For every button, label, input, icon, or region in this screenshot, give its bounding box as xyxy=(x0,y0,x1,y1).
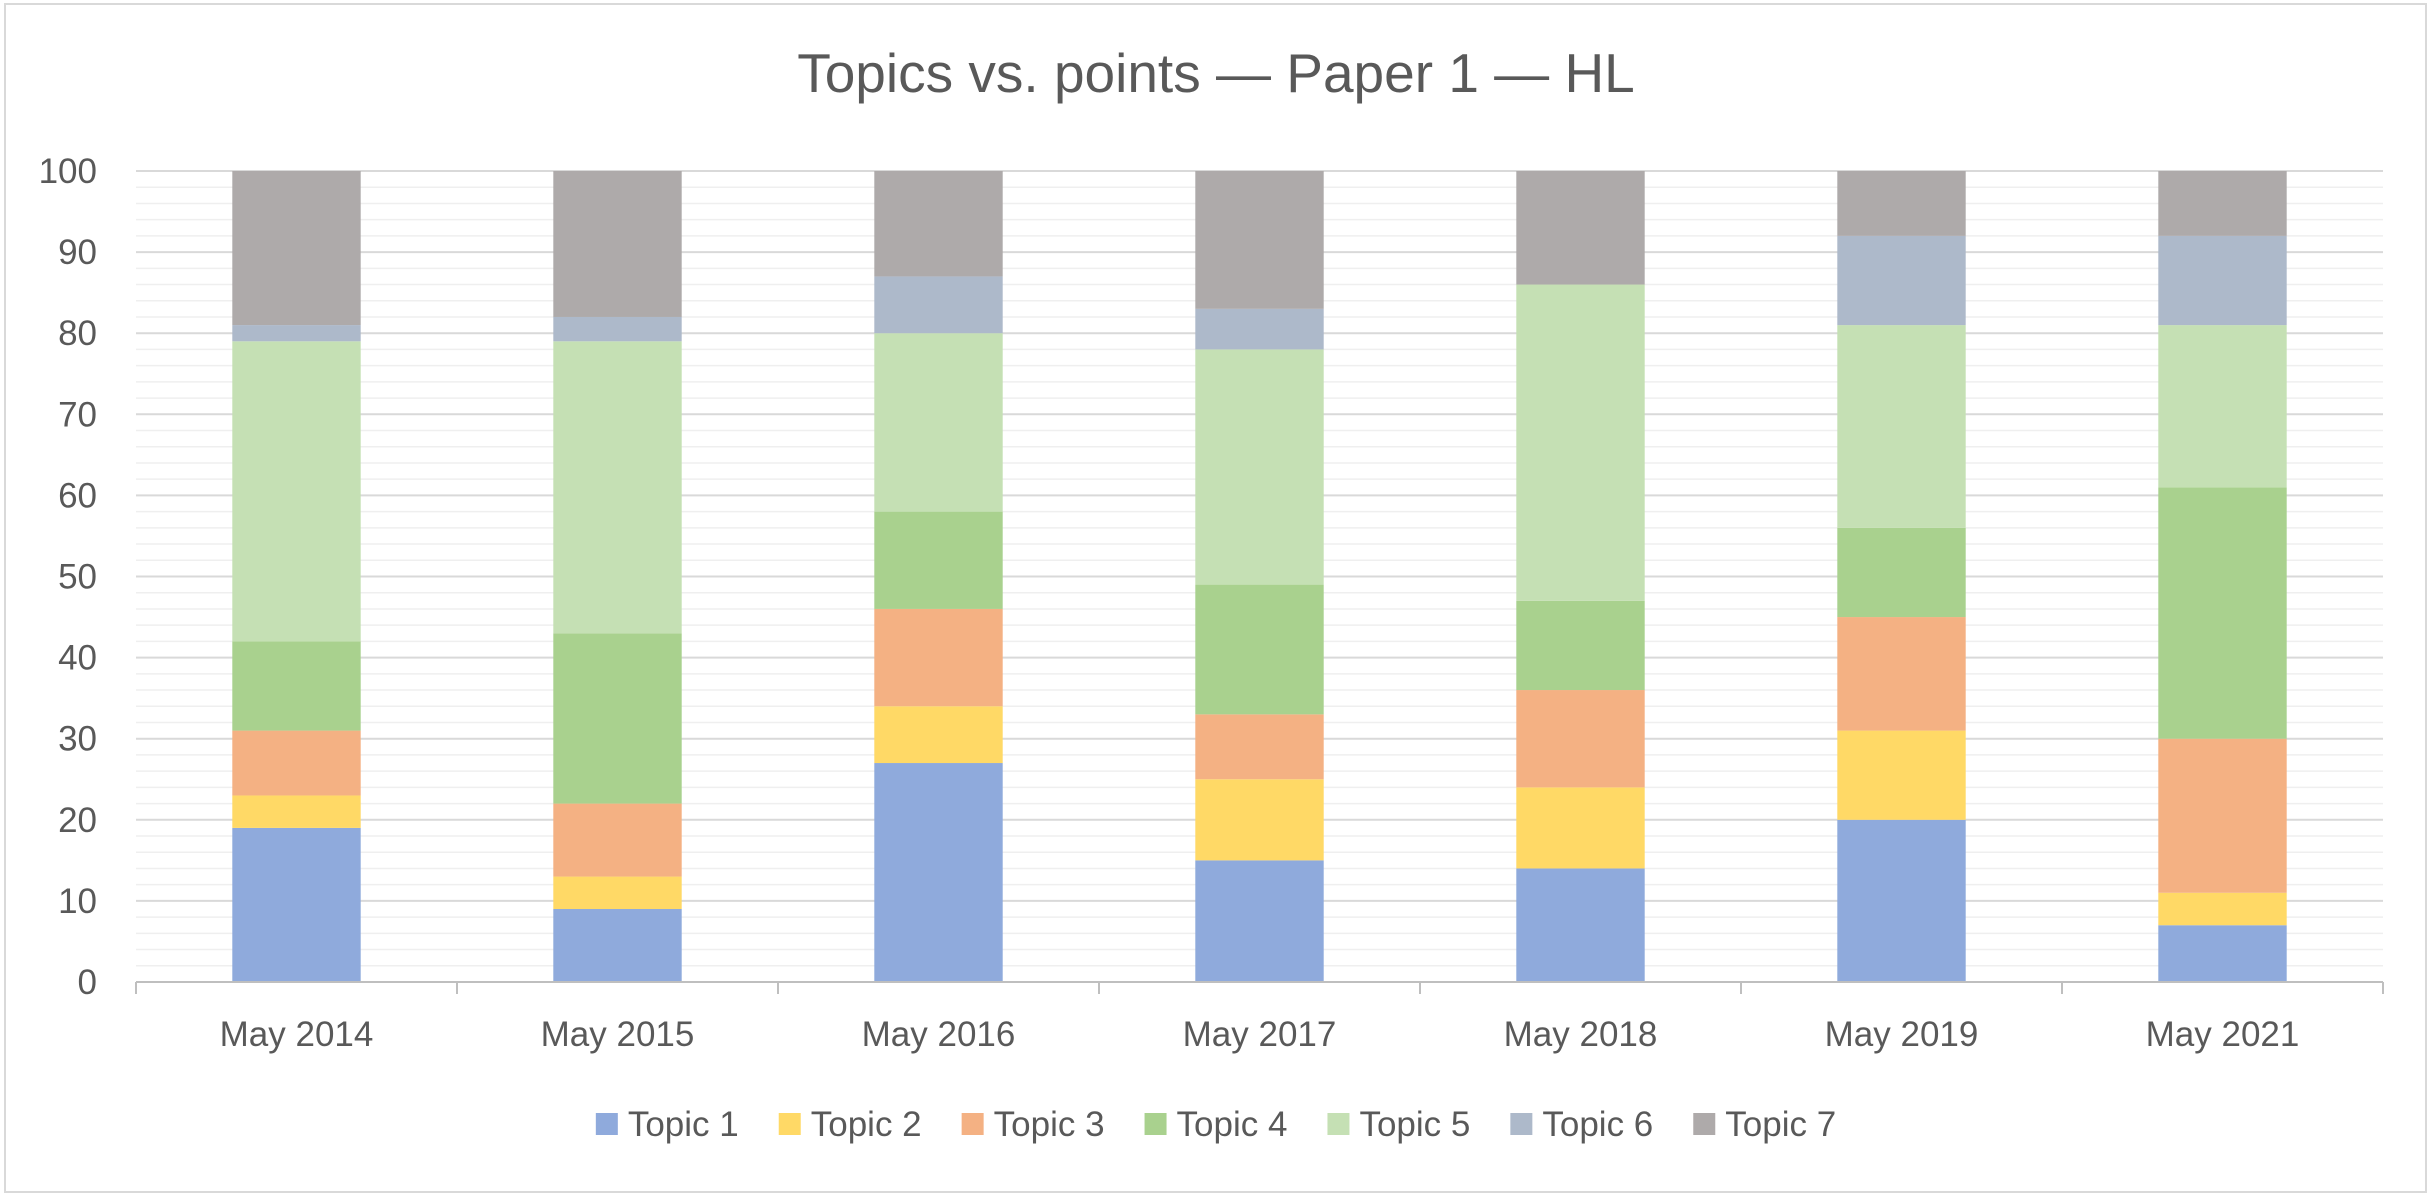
bar-segment-5 xyxy=(1195,349,1324,585)
bar-segment-3 xyxy=(1837,617,1966,731)
bar-segment-5 xyxy=(1837,325,1966,528)
bar-segment-4 xyxy=(1837,527,1966,618)
bar-segment-6 xyxy=(1837,235,1966,326)
bar-segment-1 xyxy=(553,909,682,982)
legend: Topic 1 Topic 2 Topic 3 Topic 4 Topic 5 Topic… xyxy=(595,1105,1836,1144)
chart-title: Topics vs. points — Paper 1 — HL xyxy=(797,42,1635,104)
bar-segment-2 xyxy=(1837,730,1966,820)
bar-segment-2 xyxy=(1195,779,1324,861)
bar-segment-7 xyxy=(553,171,682,317)
bar-segment-3 xyxy=(874,608,1003,707)
bars xyxy=(232,171,2287,982)
y-tick-label: 60 xyxy=(58,476,97,515)
bar-segment-5 xyxy=(232,341,361,642)
y-tick-label: 70 xyxy=(58,395,97,434)
x-category-label: May 2018 xyxy=(1504,1015,1658,1054)
y-tick-label: 30 xyxy=(58,720,97,759)
x-axis-category-labels: May 2014 May 2015 May 2016 May 2017 May 2018… xyxy=(220,1015,2300,1054)
legend-swatch xyxy=(961,1113,984,1135)
legend-label: Topic 2 xyxy=(811,1105,922,1144)
bar-segment-7 xyxy=(2158,171,2287,236)
bar-segment-4 xyxy=(232,641,361,731)
y-tick-label: 100 xyxy=(39,152,97,191)
legend-item: Topic 5 xyxy=(1327,1105,1470,1144)
legend-label: Topic 7 xyxy=(1725,1105,1836,1144)
x-axis xyxy=(135,981,2384,994)
x-category-label: May 2017 xyxy=(1183,1015,1337,1054)
x-category-label: May 2019 xyxy=(1825,1015,1979,1054)
bar-segment-3 xyxy=(232,730,361,796)
legend-item: Topic 3 xyxy=(961,1105,1105,1144)
legend-swatch xyxy=(1144,1113,1167,1135)
bar-segment-2 xyxy=(232,795,361,828)
bar-segment-6 xyxy=(2158,235,2287,326)
bar-segment-2 xyxy=(2158,892,2287,926)
legend-label: Topic 6 xyxy=(1542,1105,1653,1144)
legend-label: Topic 4 xyxy=(1177,1105,1288,1144)
bar-segment-2 xyxy=(1516,787,1645,869)
x-category-label: May 2016 xyxy=(862,1015,1016,1054)
legend-item: Topic 2 xyxy=(778,1105,922,1144)
bar-segment-7 xyxy=(1195,171,1324,309)
legend-swatch xyxy=(1693,1113,1716,1135)
legend-item: Topic 4 xyxy=(1144,1105,1288,1144)
bar-segment-2 xyxy=(874,706,1003,764)
legend-swatch xyxy=(595,1113,618,1135)
y-tick-label: 0 xyxy=(78,963,97,1002)
bar-segment-1 xyxy=(1516,868,1645,982)
bar-segment-5 xyxy=(2158,325,2287,488)
bar-segment-1 xyxy=(1837,819,1966,982)
legend-swatch xyxy=(778,1113,801,1135)
bar-segment-5 xyxy=(874,333,1003,512)
bar-segment-7 xyxy=(1837,171,1966,236)
bar-segment-2 xyxy=(553,876,682,910)
legend-item: Topic 1 xyxy=(595,1105,739,1144)
bar-segment-4 xyxy=(1516,600,1645,691)
y-tick-label: 40 xyxy=(58,639,97,678)
bar-segment-6 xyxy=(874,276,1003,334)
legend-item: Topic 7 xyxy=(1693,1105,1836,1144)
bar-segment-1 xyxy=(2158,925,2287,982)
legend-label: Topic 1 xyxy=(628,1105,739,1144)
bar-segment-6 xyxy=(1195,308,1324,350)
bar-segment-4 xyxy=(874,511,1003,609)
bar-segment-3 xyxy=(553,803,682,877)
x-category-label: May 2015 xyxy=(541,1015,695,1054)
bar-segment-1 xyxy=(874,763,1003,982)
legend-label: Topic 5 xyxy=(1359,1105,1470,1144)
bar-segment-4 xyxy=(1195,584,1324,715)
bar-segment-7 xyxy=(874,171,1003,277)
bar-segment-7 xyxy=(232,171,361,326)
bar-segment-1 xyxy=(1195,860,1324,982)
legend-swatch xyxy=(1510,1113,1533,1135)
legend-item: Topic 6 xyxy=(1510,1105,1653,1144)
y-tick-label: 90 xyxy=(58,233,97,272)
y-axis-tick-labels: 0 10 20 30 40 50 60 70 80 90 100 xyxy=(39,152,97,1002)
bar-segment-3 xyxy=(1195,714,1324,780)
bar-segment-6 xyxy=(553,316,682,342)
y-tick-label: 20 xyxy=(58,801,97,840)
y-tick-label: 50 xyxy=(58,558,97,597)
bar-segment-6 xyxy=(232,325,361,342)
bar-segment-1 xyxy=(232,827,361,982)
x-category-label: May 2021 xyxy=(2146,1015,2300,1054)
legend-label: Topic 3 xyxy=(994,1105,1105,1144)
y-tick-label: 80 xyxy=(58,314,97,353)
bar-segment-4 xyxy=(553,633,682,804)
legend-swatch xyxy=(1327,1113,1350,1135)
bar-segment-3 xyxy=(1516,690,1645,788)
bar-segment-4 xyxy=(2158,487,2287,739)
bar-segment-3 xyxy=(2158,738,2287,893)
bar-segment-7 xyxy=(1516,171,1645,285)
bar-segment-5 xyxy=(1516,284,1645,601)
x-category-label: May 2014 xyxy=(220,1015,374,1054)
y-tick-label: 10 xyxy=(58,882,97,921)
bar-segment-5 xyxy=(553,341,682,634)
